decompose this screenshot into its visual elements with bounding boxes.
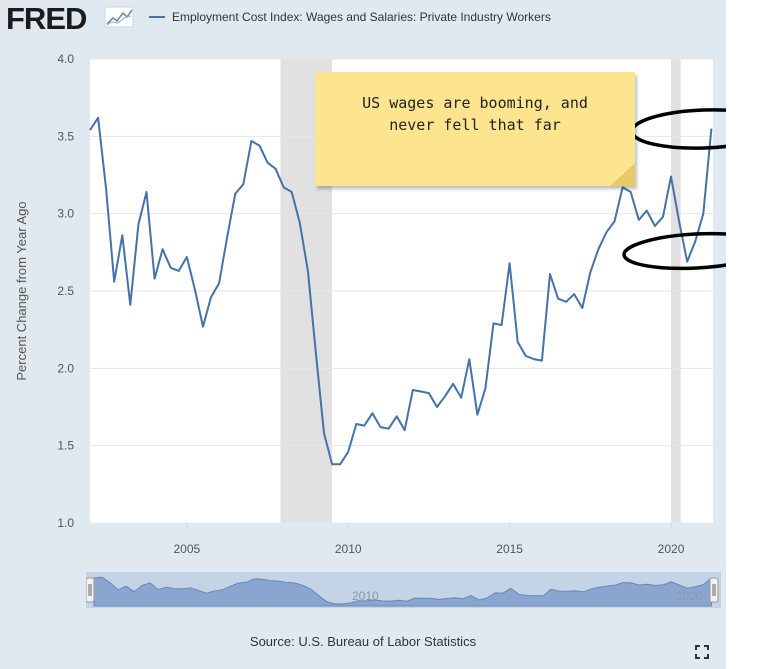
circle-scribble-bottom xyxy=(622,231,726,271)
navigator-label-2010: 2010 xyxy=(352,589,379,603)
y-tick-label-0: 1.0 xyxy=(57,516,74,530)
x-tick-label-1: 2010 xyxy=(335,542,362,556)
annotation-text: US wages are booming, and never fell tha… xyxy=(362,94,588,134)
navigator-series-area xyxy=(93,576,712,607)
y-tick-label-4: 3.0 xyxy=(57,207,74,221)
y-tick-label-6: 4.0 xyxy=(57,52,74,66)
x-tick-label-0: 2005 xyxy=(173,542,200,556)
source-caption: Source: U.S. Bureau of Labor Statistics xyxy=(249,634,477,649)
navigator-handle-left[interactable] xyxy=(85,577,95,603)
x-tick-label-2: 2015 xyxy=(496,542,523,556)
legend-label: Employment Cost Index: Wages and Salarie… xyxy=(172,10,551,24)
navigator-svg[interactable]: 2010 2020 xyxy=(85,572,721,608)
y-tick-label-1: 1.5 xyxy=(57,439,74,453)
navigator-handle-icon[interactable] xyxy=(709,577,719,603)
series-line-0 xyxy=(89,116,713,466)
x-tick-label-3: 2020 xyxy=(658,542,685,556)
y-tick-label-2: 2.0 xyxy=(57,361,74,375)
series-layer xyxy=(89,116,713,466)
x-axis-ticks: 2005 2010 2015 2020 xyxy=(173,523,685,556)
annotation-note: US wages are booming, and never fell tha… xyxy=(315,72,635,186)
fullscreen-icon[interactable] xyxy=(695,645,709,659)
navigator-label-2020: 2020 xyxy=(676,589,703,603)
fred-logo[interactable]: FRED xyxy=(6,1,87,36)
note-corner-fold xyxy=(610,163,635,186)
y-axis-title: Percent Change from Year Ago xyxy=(14,201,29,380)
y-axis-ticks: 1.0 1.5 2.0 2.5 3.0 3.5 4.0 xyxy=(57,52,74,530)
y-tick-label-5: 3.5 xyxy=(57,129,74,143)
chart-header: FRED Employment Cost Index: Wages and Sa… xyxy=(0,0,726,36)
y-tick-label-3: 2.5 xyxy=(57,284,74,298)
line-chart: 1.0 1.5 2.0 2.5 3.0 3.5 4.0 2005 2010 2015 2020 P… xyxy=(14,52,726,556)
range-navigator[interactable]: 2010 2020 xyxy=(85,572,721,613)
fred-logo-mark-icon xyxy=(104,6,134,28)
legend-swatch xyxy=(149,16,165,18)
